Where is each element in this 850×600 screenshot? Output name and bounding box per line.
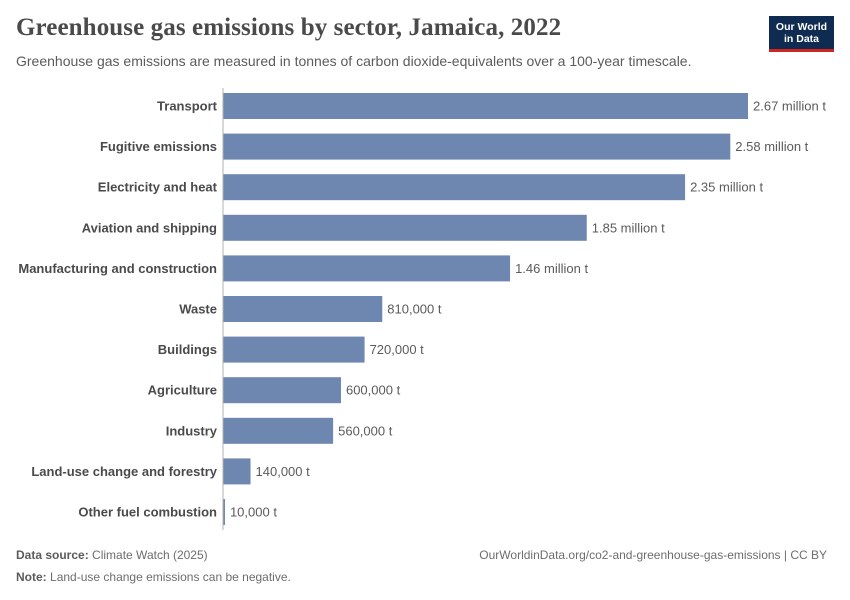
source-url[interactable]: OurWorldinData.org/co2-and-greenhouse-ga… [479,548,827,562]
data-source-label: Data source: [16,548,89,562]
value-label: 1.46 million t [515,261,588,276]
bar[interactable] [223,174,686,201]
value-label: 1.85 million t [592,220,665,235]
chart-subtitle: Greenhouse gas emissions are measured in… [16,53,692,69]
chart-note: Note: Land-use change emissions can be n… [16,570,291,584]
value-label: 2.58 million t [735,139,808,154]
value-label: 10,000 t [230,505,277,520]
data-source: Data source: Climate Watch (2025) [16,548,208,562]
bar[interactable] [223,255,511,282]
value-label: 560,000 t [338,423,393,438]
bar[interactable] [223,499,225,525]
bar[interactable] [223,133,731,160]
bar[interactable] [223,458,251,485]
bar[interactable] [223,296,383,322]
category-label: Aviation and shipping [82,220,217,235]
value-label: 140,000 t [256,464,311,479]
data-source-link[interactable]: Climate Watch (2025) [92,548,208,562]
category-label: Manufacturing and construction [18,261,217,276]
bar[interactable] [223,93,748,119]
bar-chart: Transport 2.67 million t Fugitive emission… [18,88,826,530]
category-label: Agriculture [148,383,217,398]
value-label: 600,000 t [346,383,401,398]
category-label: Other fuel combustion [78,505,217,520]
bar[interactable] [223,214,587,241]
note-text: Land-use change emissions can be negativ… [50,570,291,584]
value-label: 720,000 t [370,342,425,357]
category-label: Land-use change and forestry [31,464,217,479]
logo-line-2: in Data [783,32,819,45]
category-label: Waste [179,302,217,317]
category-label: Industry [166,423,218,438]
logo-line-1: Our World [775,20,828,33]
category-label: Transport [157,99,218,114]
category-label: Fugitive emissions [100,139,217,154]
bar[interactable] [223,336,365,363]
category-label: Electricity and heat [98,180,218,195]
value-label: 2.67 million t [753,99,826,114]
bar[interactable] [223,417,334,444]
value-label: 2.35 million t [690,180,763,195]
chart-title: Greenhouse gas emissions by sector, Jama… [16,14,562,41]
note-label: Note: [16,570,47,584]
category-label: Buildings [158,342,217,357]
value-label: 810,000 t [387,302,442,317]
owid-logo[interactable]: Our World in Data [769,16,834,52]
bar[interactable] [223,377,341,404]
